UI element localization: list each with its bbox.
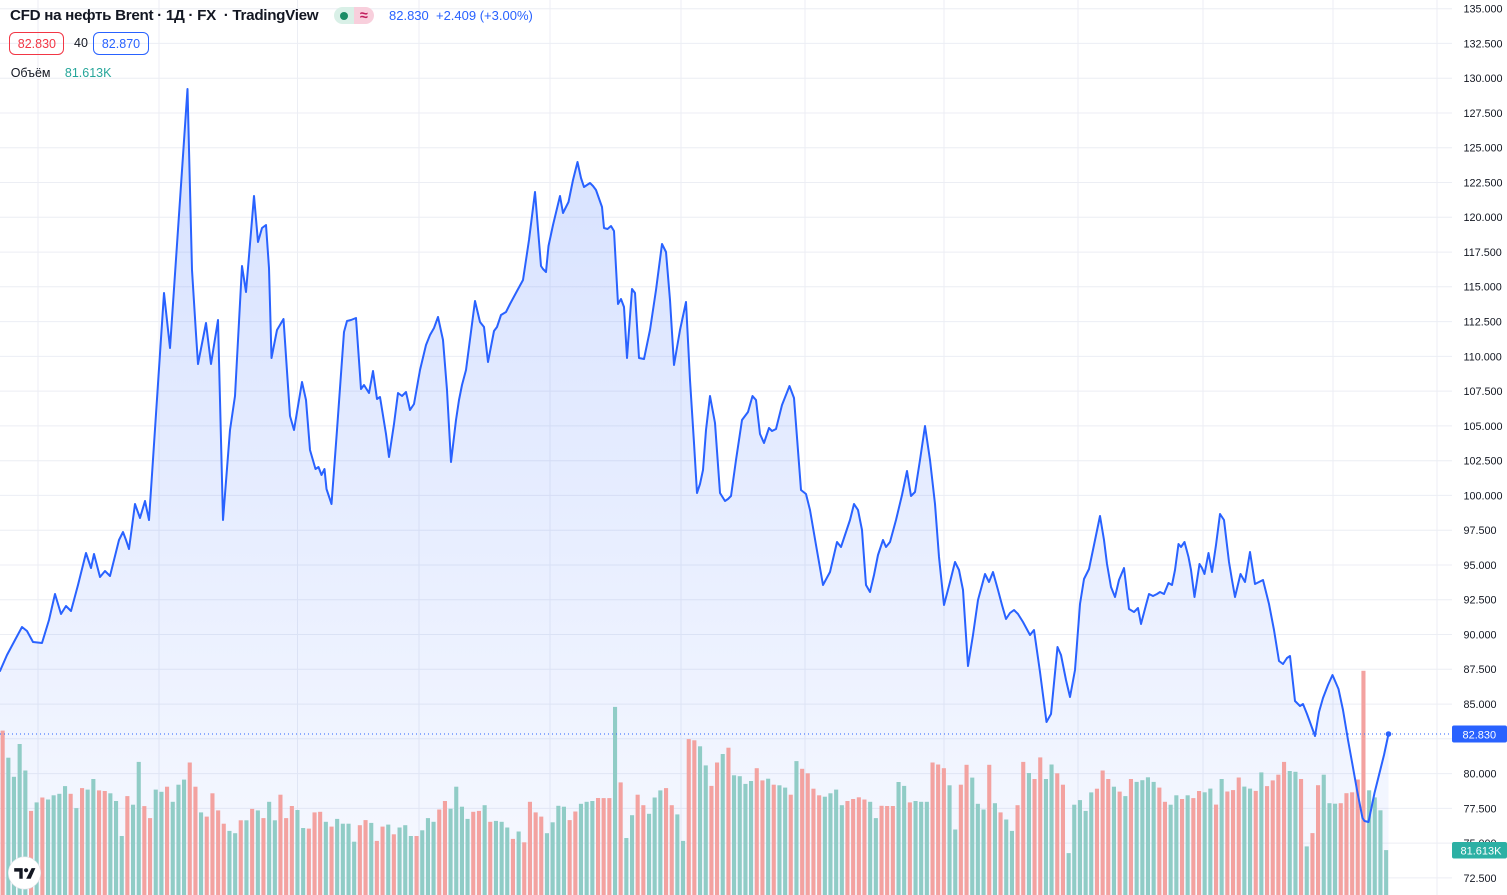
svg-text:77.500: 77.500 xyxy=(1464,803,1497,815)
svg-text:127.500: 127.500 xyxy=(1464,108,1503,120)
svg-text:135.000: 135.000 xyxy=(1464,4,1503,16)
svg-text:132.500: 132.500 xyxy=(1464,38,1503,50)
svg-text:107.500: 107.500 xyxy=(1464,386,1503,398)
svg-text:125.000: 125.000 xyxy=(1464,143,1503,155)
svg-text:100.000: 100.000 xyxy=(1464,490,1503,502)
svg-text:82.830: 82.830 xyxy=(1463,730,1497,742)
svg-text:105.000: 105.000 xyxy=(1464,421,1503,433)
svg-text:122.500: 122.500 xyxy=(1464,177,1503,189)
svg-text:80.000: 80.000 xyxy=(1464,769,1497,781)
svg-text:110.000: 110.000 xyxy=(1464,351,1502,363)
svg-text:95.000: 95.000 xyxy=(1464,560,1497,572)
svg-text:92.500: 92.500 xyxy=(1464,595,1497,607)
svg-text:72.500: 72.500 xyxy=(1464,873,1497,885)
svg-text:90.000: 90.000 xyxy=(1464,629,1497,641)
svg-text:102.500: 102.500 xyxy=(1464,456,1503,468)
svg-text:87.500: 87.500 xyxy=(1464,664,1497,676)
svg-text:97.500: 97.500 xyxy=(1464,525,1497,537)
svg-text:120.000: 120.000 xyxy=(1464,212,1503,224)
svg-text:81.613K: 81.613K xyxy=(1461,846,1503,858)
svg-text:112.500: 112.500 xyxy=(1464,317,1502,329)
svg-text:115.000: 115.000 xyxy=(1464,282,1502,294)
svg-text:85.000: 85.000 xyxy=(1464,699,1497,711)
svg-text:117.500: 117.500 xyxy=(1464,247,1502,259)
svg-text:130.000: 130.000 xyxy=(1464,73,1503,85)
